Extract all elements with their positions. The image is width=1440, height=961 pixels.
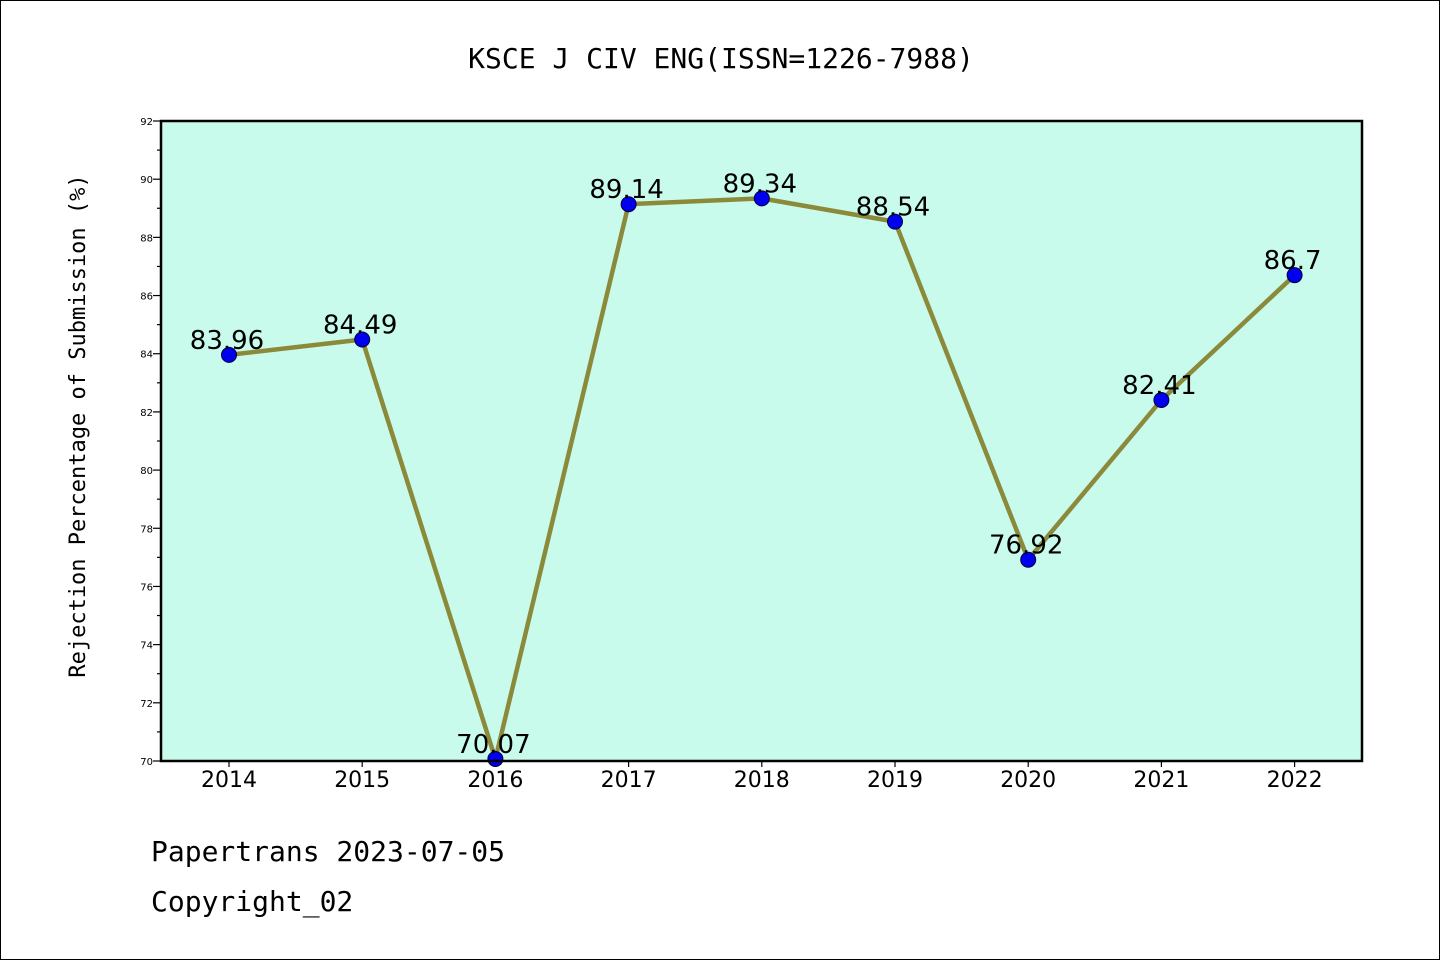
y-axis-ticks: 70 72 74 76 78 80 82 84 86 88 90 92 [140, 117, 161, 768]
x-tick-label: 2022 [1267, 768, 1323, 793]
plot-area [161, 121, 1362, 761]
y-tick-label: 76 [140, 582, 153, 593]
data-label: 89.34 [723, 169, 797, 199]
data-point [887, 213, 903, 230]
data-markers [221, 190, 1303, 767]
data-point [487, 750, 504, 767]
x-tick-label: 2016 [467, 768, 523, 793]
data-label: 89.14 [589, 175, 663, 205]
data-point [620, 196, 637, 213]
data-point [753, 190, 770, 207]
x-tick-label: 2019 [867, 768, 923, 793]
data-point [221, 346, 237, 363]
data-point [1153, 391, 1170, 408]
data-label: 86.7 [1264, 246, 1322, 276]
data-point [1286, 267, 1303, 284]
data-label: 83.96 [190, 326, 264, 356]
y-tick-label: 88 [140, 233, 153, 244]
footer-copyright: Copyright_02 [151, 885, 354, 918]
y-tick-label: 72 [140, 699, 153, 710]
chart-title: KSCE J CIV ENG(ISSN=1226-7988) [468, 42, 974, 75]
y-tick-label: 84 [140, 350, 153, 361]
data-point [354, 331, 371, 348]
y-tick-label: 92 [140, 117, 153, 128]
y-tick-label: 74 [140, 641, 153, 652]
data-label: 82.41 [1122, 371, 1196, 401]
y-tick-label: 70 [140, 757, 153, 768]
data-label: 84.49 [323, 310, 397, 340]
y-tick-label: 78 [140, 524, 153, 535]
footer-source: Papertrans 2023-07-05 [151, 835, 506, 868]
y-axis-label: Rejection Percentage of Submission (%) [66, 174, 91, 677]
data-point [1020, 551, 1037, 568]
data-label: 76.92 [989, 531, 1063, 561]
y-tick-label: 80 [140, 466, 153, 477]
plot-border [159, 119, 1364, 763]
x-axis-ticks: 2014 2015 2016 2017 2018 2019 2020 2021 2022 [201, 761, 1323, 793]
data-label: 88.54 [856, 193, 930, 223]
x-tick-label: 2018 [734, 768, 790, 793]
y-tick-label: 86 [140, 292, 153, 303]
x-tick-label: 2021 [1133, 768, 1189, 793]
data-label: 70.07 [456, 730, 530, 760]
y-tick-label: 82 [140, 408, 153, 419]
x-tick-label: 2017 [601, 768, 657, 793]
x-tick-label: 2014 [201, 768, 257, 793]
x-tick-label: 2020 [1000, 768, 1056, 793]
x-tick-label: 2015 [334, 768, 390, 793]
data-labels: 83.96 84.49 70.07 89.14 89.34 88.54 76.92 82.41… [190, 169, 1322, 760]
y-tick-label: 90 [140, 175, 153, 186]
